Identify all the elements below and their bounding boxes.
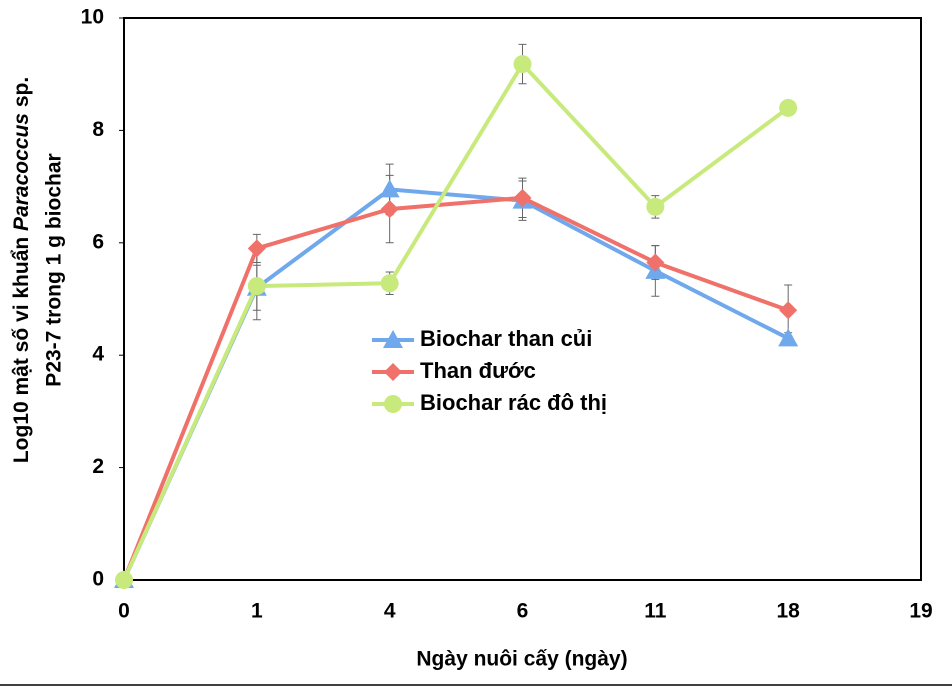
legend-label: Biochar than củi (420, 326, 592, 351)
x-tick-label: 11 (644, 600, 667, 623)
point (380, 274, 399, 293)
series-line (122, 195, 789, 581)
legend-marker (384, 363, 402, 381)
point (778, 328, 799, 347)
y-tick-label: 8 (92, 118, 104, 141)
point (513, 55, 532, 74)
y-label-part: Paracoccus (10, 113, 33, 231)
point (115, 571, 133, 589)
x-tick-label: 6 (517, 600, 529, 623)
legend-marker (383, 330, 403, 348)
legend-label: Biochar rác đô thị (420, 390, 607, 415)
y-axis-label: Log10 mật số vi khuẩn Paracoccus sp. P23… (10, 77, 66, 463)
series-line (122, 187, 790, 581)
x-tick-label: 4 (384, 600, 396, 623)
series-line (122, 60, 790, 581)
point (646, 197, 665, 216)
y-label-part: sp. (10, 77, 33, 107)
x-axis-label: Ngày nuôi cấy (ngày) (416, 648, 627, 671)
y-label-part: Log10 mật số vi khuẩn (10, 237, 33, 463)
y-axis-label-line: P23-7 trong 1 g biochar (43, 153, 66, 386)
x-tick-label: 0 (118, 600, 130, 623)
x-tick-label: 1 (251, 600, 263, 623)
point (779, 301, 798, 320)
legend-label: Than đước (420, 358, 536, 383)
point (646, 253, 665, 272)
y-tick-label: 0 (92, 568, 104, 591)
plot-frame (123, 17, 922, 581)
point (247, 277, 266, 296)
y-tick-label: 6 (92, 230, 104, 253)
legend-marker (384, 395, 402, 413)
y-tick-label: 10 (81, 6, 104, 29)
point (380, 200, 399, 219)
point (379, 179, 400, 198)
x-tick-label: 19 (909, 600, 932, 623)
point (779, 98, 798, 117)
y-tick-label: 2 (92, 455, 104, 478)
x-tick-label: 18 (776, 600, 800, 623)
y-axis-label-line: Log10 mật số vi khuẩn Paracoccus sp. (10, 77, 33, 463)
y-tick-label: 4 (92, 343, 104, 366)
point (247, 239, 266, 258)
point (513, 188, 532, 207)
